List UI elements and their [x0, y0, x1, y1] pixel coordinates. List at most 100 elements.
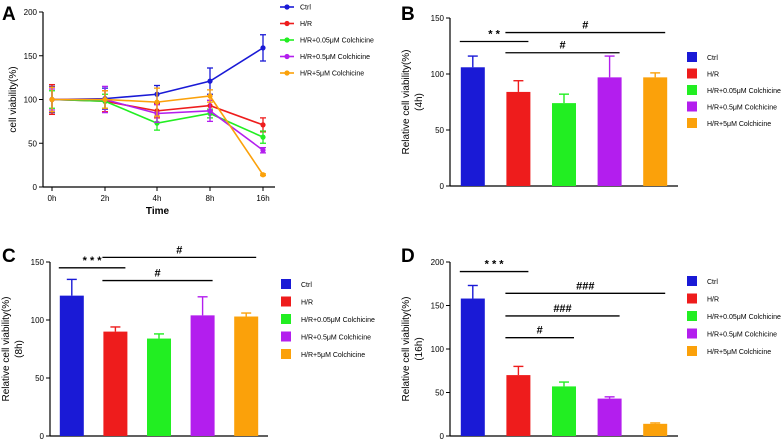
data-point-ctrl [260, 45, 266, 51]
y-tick-label-D: 100 [431, 345, 445, 354]
legend-swatch-h-r-5-m-colchicine [687, 346, 697, 356]
legend-swatch-h-r [687, 293, 697, 304]
bar-h-r-0-05-m-colchicine [552, 103, 576, 186]
bar-h-r-5-m-colchicine [643, 423, 668, 436]
bar-ctrl [59, 295, 84, 436]
data-point-h-r [260, 122, 266, 128]
y-axis-subtitle-C: (8h) [14, 340, 25, 358]
significance-label-C: # [176, 244, 182, 256]
legend-swatch-h-r-0-5-m-colchicine [687, 101, 697, 112]
significance-label-D: * * * [485, 259, 505, 271]
x-axis-title-A: Time [146, 206, 170, 217]
data-point-h-r-5-m-colchicine [260, 172, 266, 178]
y-tick-label-B: 50 [435, 126, 444, 135]
data-point-h-r-5-m-colchicine [154, 99, 160, 105]
bar-ctrl [460, 298, 485, 436]
legend-swatch-h-r-0-05-m-colchicine [281, 314, 291, 324]
panel-d: D 0 50 100 150 200 Relative cell viability(%)… [401, 246, 781, 439]
significance-label-B: # [559, 40, 565, 52]
y-tick-label-C: 50 [35, 374, 44, 383]
significance-label-D: ### [553, 303, 571, 315]
bar-h-r-5-m-colchicine [234, 316, 259, 436]
y-tick-label-B: 150 [431, 14, 445, 23]
y-tick-label-A: 50 [28, 139, 37, 148]
legend-swatch-ctrl [687, 276, 697, 286]
x-tick-label-A: 16h [256, 194, 269, 203]
panel-b: B 0 50 100 150 Relative cell viability(%) (4h… [401, 4, 781, 191]
bar-ctrl [460, 67, 485, 186]
legend-label-h-r: H/R [300, 21, 312, 28]
bar-h-r [506, 91, 531, 186]
data-point-h-r-0-5-m-colchicine [260, 147, 266, 153]
panel-c: C 0 50 100 150 Relative cell viability(%) (8h… [1, 244, 375, 439]
bar-h-r-0-5-m-colchicine [597, 398, 622, 436]
bar-h-r-0-5-m-colchicine [597, 77, 622, 186]
y-tick-label-D: 50 [435, 389, 444, 398]
y-tick-label-A: 100 [24, 96, 38, 105]
legend-label-h-r-5-m-colchicine: H/R+5μM Colchicine [707, 349, 771, 356]
legend-swatch-h-r [687, 68, 697, 79]
x-tick-label-A: 4h [153, 194, 162, 203]
bar-h-r-0-05-m-colchicine [552, 386, 576, 436]
y-tick-label-B: 100 [431, 70, 445, 79]
y-axis-subtitle-B: (4h) [414, 93, 425, 111]
y-tick-label-D: 150 [431, 302, 445, 311]
legend-label-h-r-0-05-m-colchicine: H/R+0.05μM Colchicine [301, 317, 375, 324]
legend-label-ctrl: Ctrl [301, 282, 312, 289]
legend-label-h-r-0-05-m-colchicine: H/R+0.05μM Colchicine [707, 314, 781, 321]
legend-label-h-r-5-m-colchicine: H/R+5μM Colchicine [707, 121, 771, 128]
y-tick-label-A: 0 [33, 183, 38, 192]
significance-label-B: * * [488, 29, 500, 41]
legend-label-ctrl: Ctrl [300, 5, 311, 12]
data-point-ctrl [207, 78, 213, 84]
legend-swatch-h-r-5-m-colchicine [281, 349, 291, 359]
legend-swatch-h-r-0-05-m-colchicine [687, 311, 697, 321]
bar-h-r-5-m-colchicine [643, 77, 668, 186]
panel-label-b: B [401, 4, 415, 25]
legend-label-ctrl: Ctrl [707, 279, 718, 286]
panel-a: A 0 50 100 150 200 0h 2h 4h 8h 16h Time cell viabil… [2, 4, 374, 217]
legend-label-h-r-0-05-m-colchicine: H/R+0.05μM Colchicine [707, 88, 781, 95]
legend-label-h-r-5-m-colchicine: H/R+5μM Colchicine [301, 352, 365, 359]
x-tick-label-A: 0h [48, 194, 57, 203]
y-tick-label-D: 200 [431, 258, 445, 267]
legend-swatch-h-r-0-5-m-colchicine [687, 328, 697, 339]
y-tick-label-C: 150 [31, 258, 45, 267]
y-axis-title-A: cell viability(%) [8, 66, 19, 132]
legend-label-h-r-5-m-colchicine: H/R+5μM Colchicine [300, 71, 364, 78]
y-tick-label-C: 0 [40, 432, 45, 439]
x-tick-label-A: 2h [101, 194, 110, 203]
significance-label-D: ### [576, 280, 594, 292]
y-tick-label-D: 0 [440, 432, 445, 439]
panel-label-c: C [2, 246, 16, 267]
data-point-h-r-0-5-m-colchicine [207, 108, 213, 114]
y-axis-title-D: Relative cell viability(%) [401, 296, 412, 401]
y-tick-label-B: 0 [440, 182, 445, 191]
legend-swatch-h-r-5-m-colchicine [687, 118, 697, 128]
legend-swatch-h-r-0-5-m-colchicine [281, 331, 291, 342]
legend-swatch-h-r-0-05-m-colchicine [687, 85, 697, 95]
legend-label-h-r: H/R [301, 300, 313, 307]
legend-swatch-ctrl [687, 52, 697, 62]
legend-marker-ctrl [284, 4, 290, 10]
significance-label-C: # [154, 268, 160, 280]
legend-swatch-h-r [281, 296, 291, 307]
panel-label-d: D [401, 246, 415, 267]
significance-label-B: # [582, 20, 588, 32]
legend-marker-h-r-5-m-colchicine [284, 70, 290, 76]
y-tick-label-A: 150 [24, 52, 38, 61]
legend-label-h-r: H/R [707, 72, 719, 79]
y-tick-label-A: 200 [24, 8, 38, 17]
legend-marker-h-r [284, 20, 290, 27]
y-tick-label-C: 100 [31, 316, 45, 325]
legend-marker-h-r-0-5-m-colchicine [284, 53, 290, 60]
legend-swatch-ctrl [281, 279, 291, 289]
legend-label-h-r-0-5-m-colchicine: H/R+0.5μM Colchicine [300, 54, 370, 61]
data-point-h-r-5-m-colchicine [102, 96, 108, 103]
bar-h-r [506, 375, 531, 436]
legend-marker-h-r-0-05-m-colchicine [284, 37, 290, 43]
bar-h-r-0-05-m-colchicine [147, 338, 171, 436]
legend-label-h-r: H/R [707, 297, 719, 304]
legend-label-ctrl: Ctrl [707, 55, 718, 62]
